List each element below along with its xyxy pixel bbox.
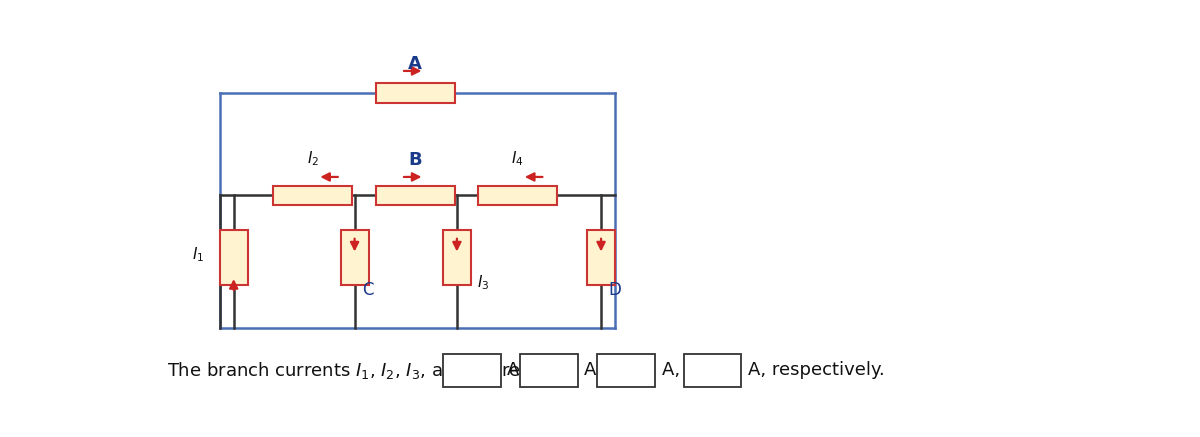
Text: C: C: [362, 281, 373, 298]
Bar: [274, 186, 353, 205]
Text: $I_1$: $I_1$: [192, 245, 204, 264]
Bar: [478, 186, 557, 205]
Text: A,: A,: [584, 361, 602, 379]
Bar: [443, 354, 500, 387]
Text: A, and: A, and: [661, 361, 719, 379]
Bar: [341, 230, 368, 285]
Text: $I_3$: $I_3$: [478, 274, 490, 292]
Text: A: A: [408, 55, 422, 73]
Text: D: D: [608, 281, 622, 298]
Bar: [443, 230, 470, 285]
Bar: [376, 186, 455, 205]
Text: A, respectively.: A, respectively.: [748, 361, 884, 379]
Bar: [684, 354, 742, 387]
Bar: [520, 354, 578, 387]
Bar: [587, 230, 614, 285]
Bar: [376, 83, 455, 103]
Text: The branch currents $\mathit{I}_1$, $\mathit{I}_2$, $\mathit{I}_3$, and $\mathit: The branch currents $\mathit{I}_1$, $\ma…: [167, 360, 521, 381]
Text: $I_2$: $I_2$: [307, 149, 319, 168]
Text: A,: A,: [508, 361, 526, 379]
Bar: [598, 354, 655, 387]
Text: B: B: [408, 151, 422, 169]
Bar: [220, 230, 247, 285]
Text: $I_4$: $I_4$: [511, 149, 523, 168]
